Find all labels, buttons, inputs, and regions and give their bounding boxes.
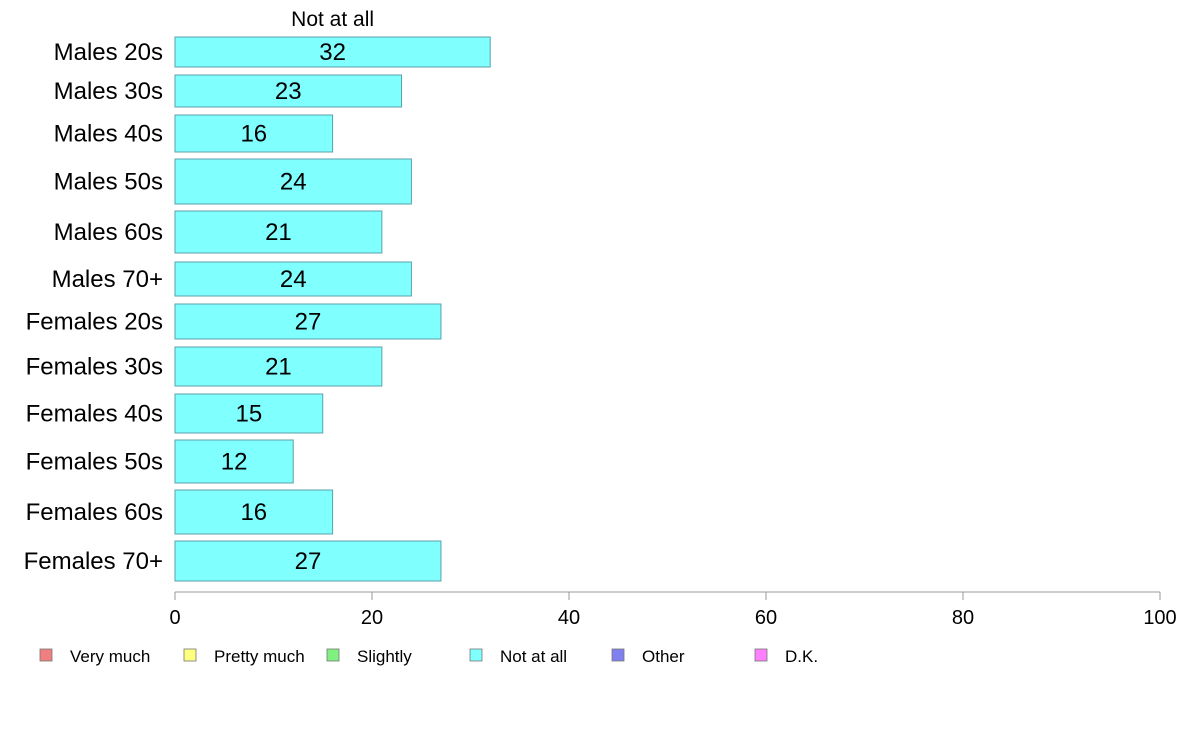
x-tick-label: 100 (1143, 607, 1176, 629)
bar-value-label: 21 (265, 219, 292, 246)
category-label: Females 50s (26, 449, 163, 476)
legend-swatch (183, 648, 197, 662)
bar (174, 489, 334, 535)
legend-swatch (326, 648, 340, 662)
legend-label: Slightly (357, 647, 412, 666)
bar (174, 303, 442, 340)
bar-value-label: 27 (295, 548, 322, 575)
legend-label: Very much (70, 647, 150, 666)
category-label: Females 70+ (24, 548, 163, 575)
category-label: Males 60s (54, 219, 163, 246)
bar-value-label: 16 (240, 499, 267, 526)
bar-value-label: 24 (280, 169, 307, 196)
category-label: Females 20s (26, 309, 163, 336)
bar (174, 540, 442, 582)
legend-swatch (469, 648, 483, 662)
bar (174, 261, 412, 297)
category-label: Males 30s (54, 78, 163, 105)
bar-value-label: 24 (280, 266, 307, 293)
legend-label: Other (642, 647, 685, 666)
category-label: Females 60s (26, 499, 163, 526)
bar-value-label: 23 (275, 78, 302, 105)
x-tick-label: 20 (361, 607, 383, 629)
bar (174, 74, 403, 108)
legend: Very much Pretty much Slightly Not at all Ot… (39, 647, 818, 666)
category-label: Females 40s (26, 401, 163, 428)
legend-swatch (611, 648, 625, 662)
bar-value-label: 15 (236, 401, 263, 428)
bar-value-label: 16 (240, 121, 267, 148)
bar (174, 158, 412, 205)
legend-swatch (754, 648, 768, 662)
x-tick-label: 0 (169, 607, 180, 629)
legend-label: Pretty much (214, 647, 305, 666)
bar (174, 114, 334, 153)
x-tick-label: 60 (755, 607, 777, 629)
category-label: Males 70+ (52, 266, 163, 293)
bar (174, 36, 491, 68)
x-tick-label: 80 (952, 607, 974, 629)
bar (174, 393, 324, 434)
bar (174, 210, 383, 254)
bar-value-label: 27 (295, 309, 322, 336)
legend-swatch (39, 648, 53, 662)
category-label: Males 50s (54, 169, 163, 196)
legend-label: D.K. (785, 647, 818, 666)
category-label: Females 30s (26, 354, 163, 381)
legend-label: Not at all (500, 647, 567, 666)
bar (174, 439, 294, 484)
category-label: Males 40s (54, 121, 163, 148)
bar-value-label: 21 (265, 354, 292, 381)
bar-value-label: 12 (221, 449, 248, 476)
series-header: Not at all (291, 8, 374, 31)
bar-value-label: 32 (319, 39, 346, 66)
x-tick-label: 40 (558, 607, 580, 629)
category-labels: Males 20s Males 30s Males 40s Males 50s Male… (24, 39, 163, 575)
bar (174, 346, 383, 387)
category-label: Males 20s (54, 39, 163, 66)
x-axis: 0 20 40 60 80 100 (169, 591, 1177, 629)
